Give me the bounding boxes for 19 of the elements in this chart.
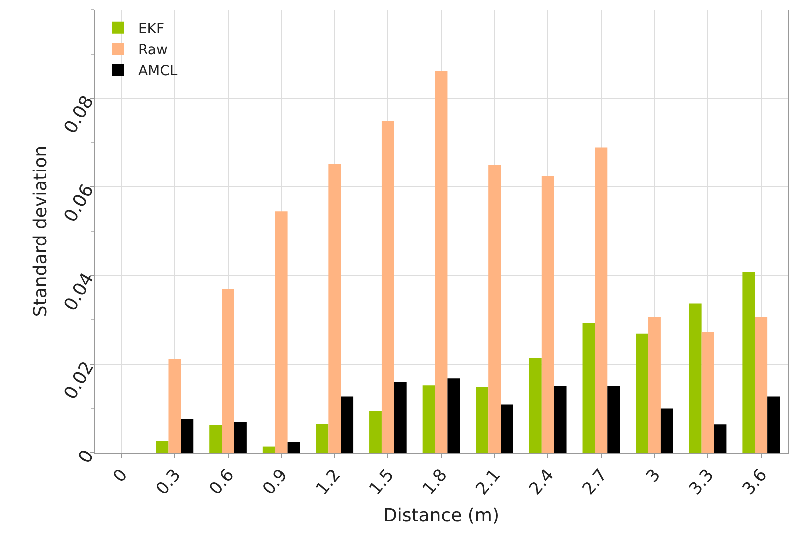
legend-label: AMCL (138, 64, 178, 80)
x-tick-label: 3.3 (686, 466, 718, 500)
x-tick-label: 1.2 (312, 466, 346, 500)
x-tick-label: 0 (110, 466, 132, 487)
y-axis-title: Standard deviation (30, 146, 52, 318)
x-tick-label: 0.9 (259, 466, 292, 500)
x-tick-label: 2.7 (579, 466, 612, 500)
x-tick-label: 2.1 (472, 466, 506, 500)
legend-label: Raw (138, 42, 168, 58)
x-tick-label: 3 (642, 466, 666, 487)
x-axis-title: Distance (m) (383, 505, 500, 526)
x-tick-label: 1.5 (366, 466, 399, 500)
y-tick-label: 0 (74, 446, 99, 468)
x-tick-label: 3.6 (738, 466, 772, 500)
x-tick-label: 2.4 (526, 466, 558, 500)
x-tick-label: 0.6 (206, 466, 239, 500)
x-tick-label: 0.3 (152, 466, 186, 500)
legend-label: EKF (138, 21, 165, 38)
x-tick-label: 1.8 (419, 466, 452, 500)
